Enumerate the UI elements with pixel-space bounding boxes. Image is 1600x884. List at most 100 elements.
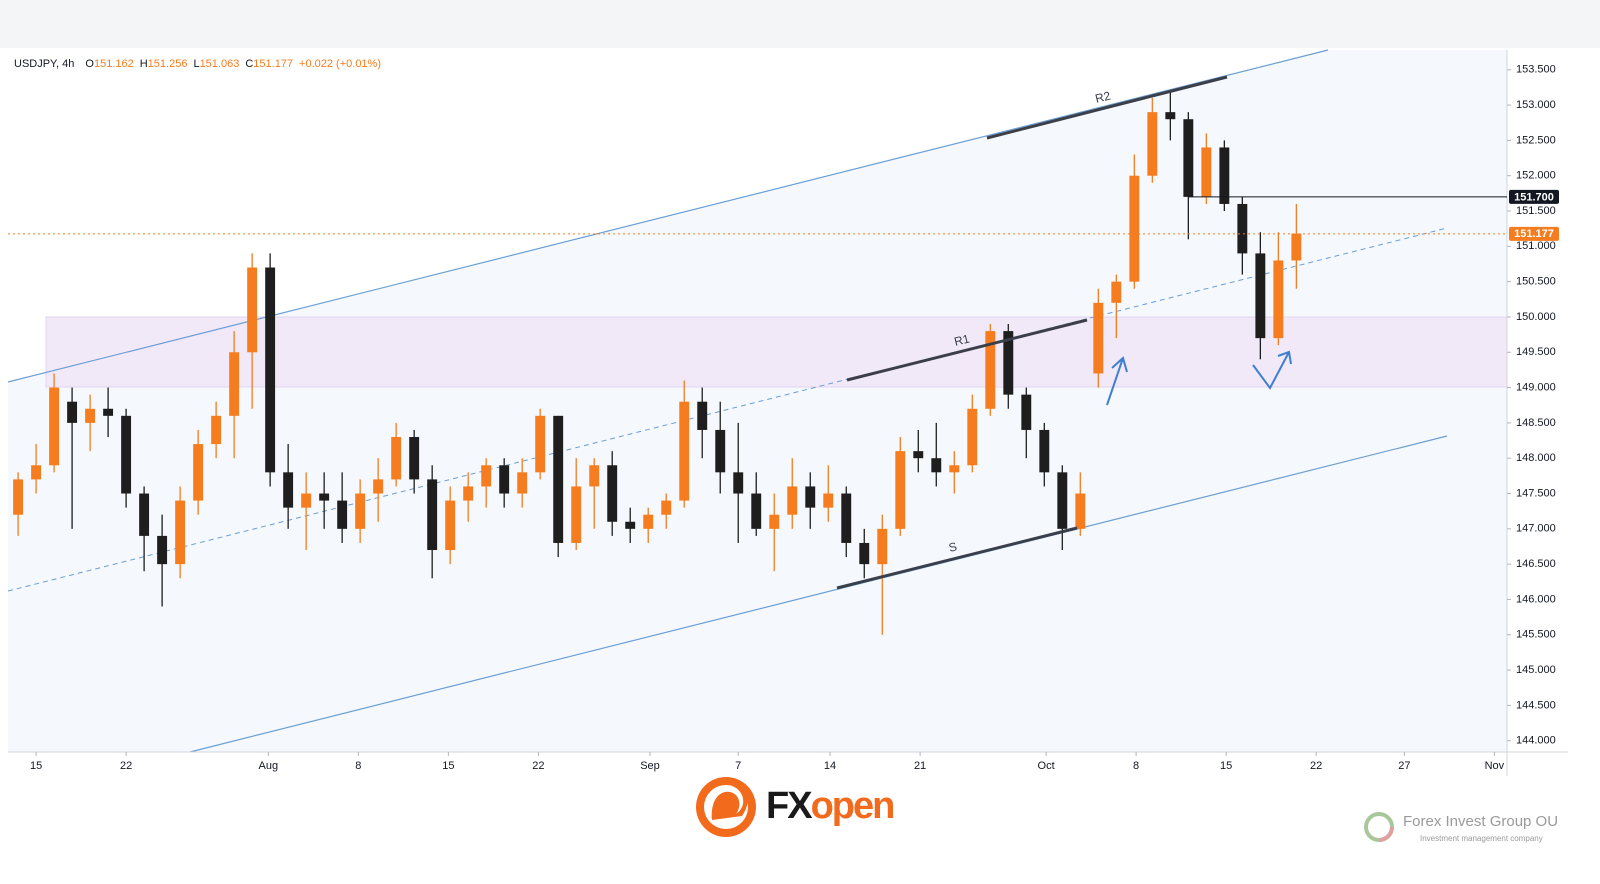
annotation: S	[947, 539, 958, 555]
candle-body	[769, 514, 780, 529]
candle-body	[499, 465, 510, 494]
candle-body	[733, 472, 744, 494]
candle-body	[823, 493, 834, 508]
logo-mark	[1364, 812, 1394, 842]
candle-body	[211, 415, 222, 445]
candle-body	[697, 401, 708, 430]
candle-body	[481, 465, 492, 487]
candle-body	[193, 444, 204, 501]
arrow-up	[1106, 356, 1128, 406]
candles	[13, 90, 1302, 635]
candle-body	[1183, 119, 1194, 197]
candle-body	[841, 493, 852, 543]
top-band	[0, 0, 1600, 48]
candle-body	[157, 535, 168, 565]
price-label: 151.700	[1514, 191, 1554, 203]
logo-open: open	[811, 785, 894, 827]
y-tick-label: 152.500	[1516, 134, 1556, 146]
candle-body	[643, 514, 654, 529]
candle-body	[751, 493, 762, 529]
candle-body	[1255, 253, 1266, 339]
channel-mid	[7, 227, 1448, 592]
ohlc-value: 151.063	[200, 58, 240, 70]
y-tick-label: 144.500	[1516, 699, 1556, 711]
candle-body	[319, 493, 330, 501]
y-tick-label: 149.500	[1516, 346, 1556, 358]
candle-body	[895, 451, 906, 529]
arrow-bounce	[1252, 350, 1292, 390]
candle-body	[571, 486, 582, 543]
annotation: R1	[953, 331, 972, 348]
candle-body	[1201, 147, 1212, 197]
candle-body	[121, 415, 132, 494]
candle-body	[283, 472, 294, 508]
x-tick-label: Aug	[259, 760, 279, 772]
y-tick-label: 146.500	[1516, 558, 1556, 570]
price-levels: 151.700 151.177	[8, 189, 1559, 241]
candle-body	[589, 465, 600, 487]
candle-body	[1273, 260, 1284, 339]
y-tick-label: 145.000	[1516, 664, 1556, 676]
candle-body	[1039, 429, 1050, 473]
candle-body	[427, 479, 438, 551]
x-tick-label: 8	[1133, 760, 1139, 772]
candle-body	[1291, 233, 1302, 261]
ohlc-value: 151.177	[253, 58, 293, 70]
x-tick-label: 22	[1310, 760, 1322, 772]
y-tick-label: 145.500	[1516, 629, 1556, 641]
candle-body	[1057, 472, 1068, 529]
candle-body	[1093, 302, 1104, 374]
change: +0.022 (+0.01%)	[299, 58, 381, 70]
candle-body	[13, 479, 24, 515]
candle-body	[1129, 175, 1140, 282]
x-tick-label: Nov	[1485, 760, 1505, 772]
fig-logo: Forex Invest Group OU Investment managem…	[1364, 812, 1558, 843]
candle-body	[517, 472, 528, 494]
y-tick-label: 152.000	[1516, 170, 1556, 182]
price-box	[1509, 226, 1559, 241]
y-tick-label: 153.500	[1516, 64, 1556, 76]
footer-band	[0, 776, 1600, 879]
x-tick-label: Sep	[640, 760, 660, 772]
candle-body	[373, 479, 384, 494]
candle-body	[949, 465, 960, 473]
candle-body	[535, 415, 546, 473]
logo-fx: FX	[766, 785, 813, 827]
y-tick-label: 148.000	[1516, 452, 1556, 464]
candle-body	[661, 500, 672, 515]
x-tick-label: 7	[735, 760, 741, 772]
candle-body	[67, 401, 78, 423]
y-tick-label: 144.000	[1516, 735, 1556, 747]
candle-body	[985, 331, 996, 409]
candle-body	[355, 493, 366, 529]
x-tick-label: 21	[914, 760, 926, 772]
ohlc-key: C	[245, 58, 253, 70]
candle-body	[301, 493, 312, 508]
candle-body	[139, 493, 150, 536]
candle-body	[85, 408, 96, 423]
price-box	[1509, 189, 1559, 204]
legend: USDJPY, 4h O151.162 H151.256 L151.063 C151.…	[14, 58, 381, 70]
candle-body	[409, 437, 420, 480]
candle-body	[1003, 331, 1014, 395]
ohlc-key: O	[85, 58, 94, 70]
candle-body	[1165, 112, 1176, 120]
candle-body	[265, 267, 276, 473]
candle-body	[175, 500, 186, 565]
candle-body	[859, 542, 870, 565]
candle-body	[1237, 203, 1248, 254]
candle-body	[337, 500, 348, 529]
y-tick-label: 147.500	[1516, 487, 1556, 499]
tagline: Investment management company	[1420, 834, 1543, 843]
company: Forex Invest Group OU	[1403, 813, 1558, 830]
y-tick-label: 153.000	[1516, 99, 1556, 111]
candle-body	[967, 408, 978, 466]
channel-lower	[189, 435, 1448, 753]
symbol: USDJPY, 4h	[14, 58, 74, 70]
candle-body	[49, 387, 60, 466]
fxopen-logo: FXopen	[696, 777, 895, 837]
logo-text: FXopen	[766, 785, 893, 827]
candle-body	[931, 458, 942, 473]
x-tick-label: 14	[824, 760, 836, 772]
candle-body	[913, 451, 924, 459]
